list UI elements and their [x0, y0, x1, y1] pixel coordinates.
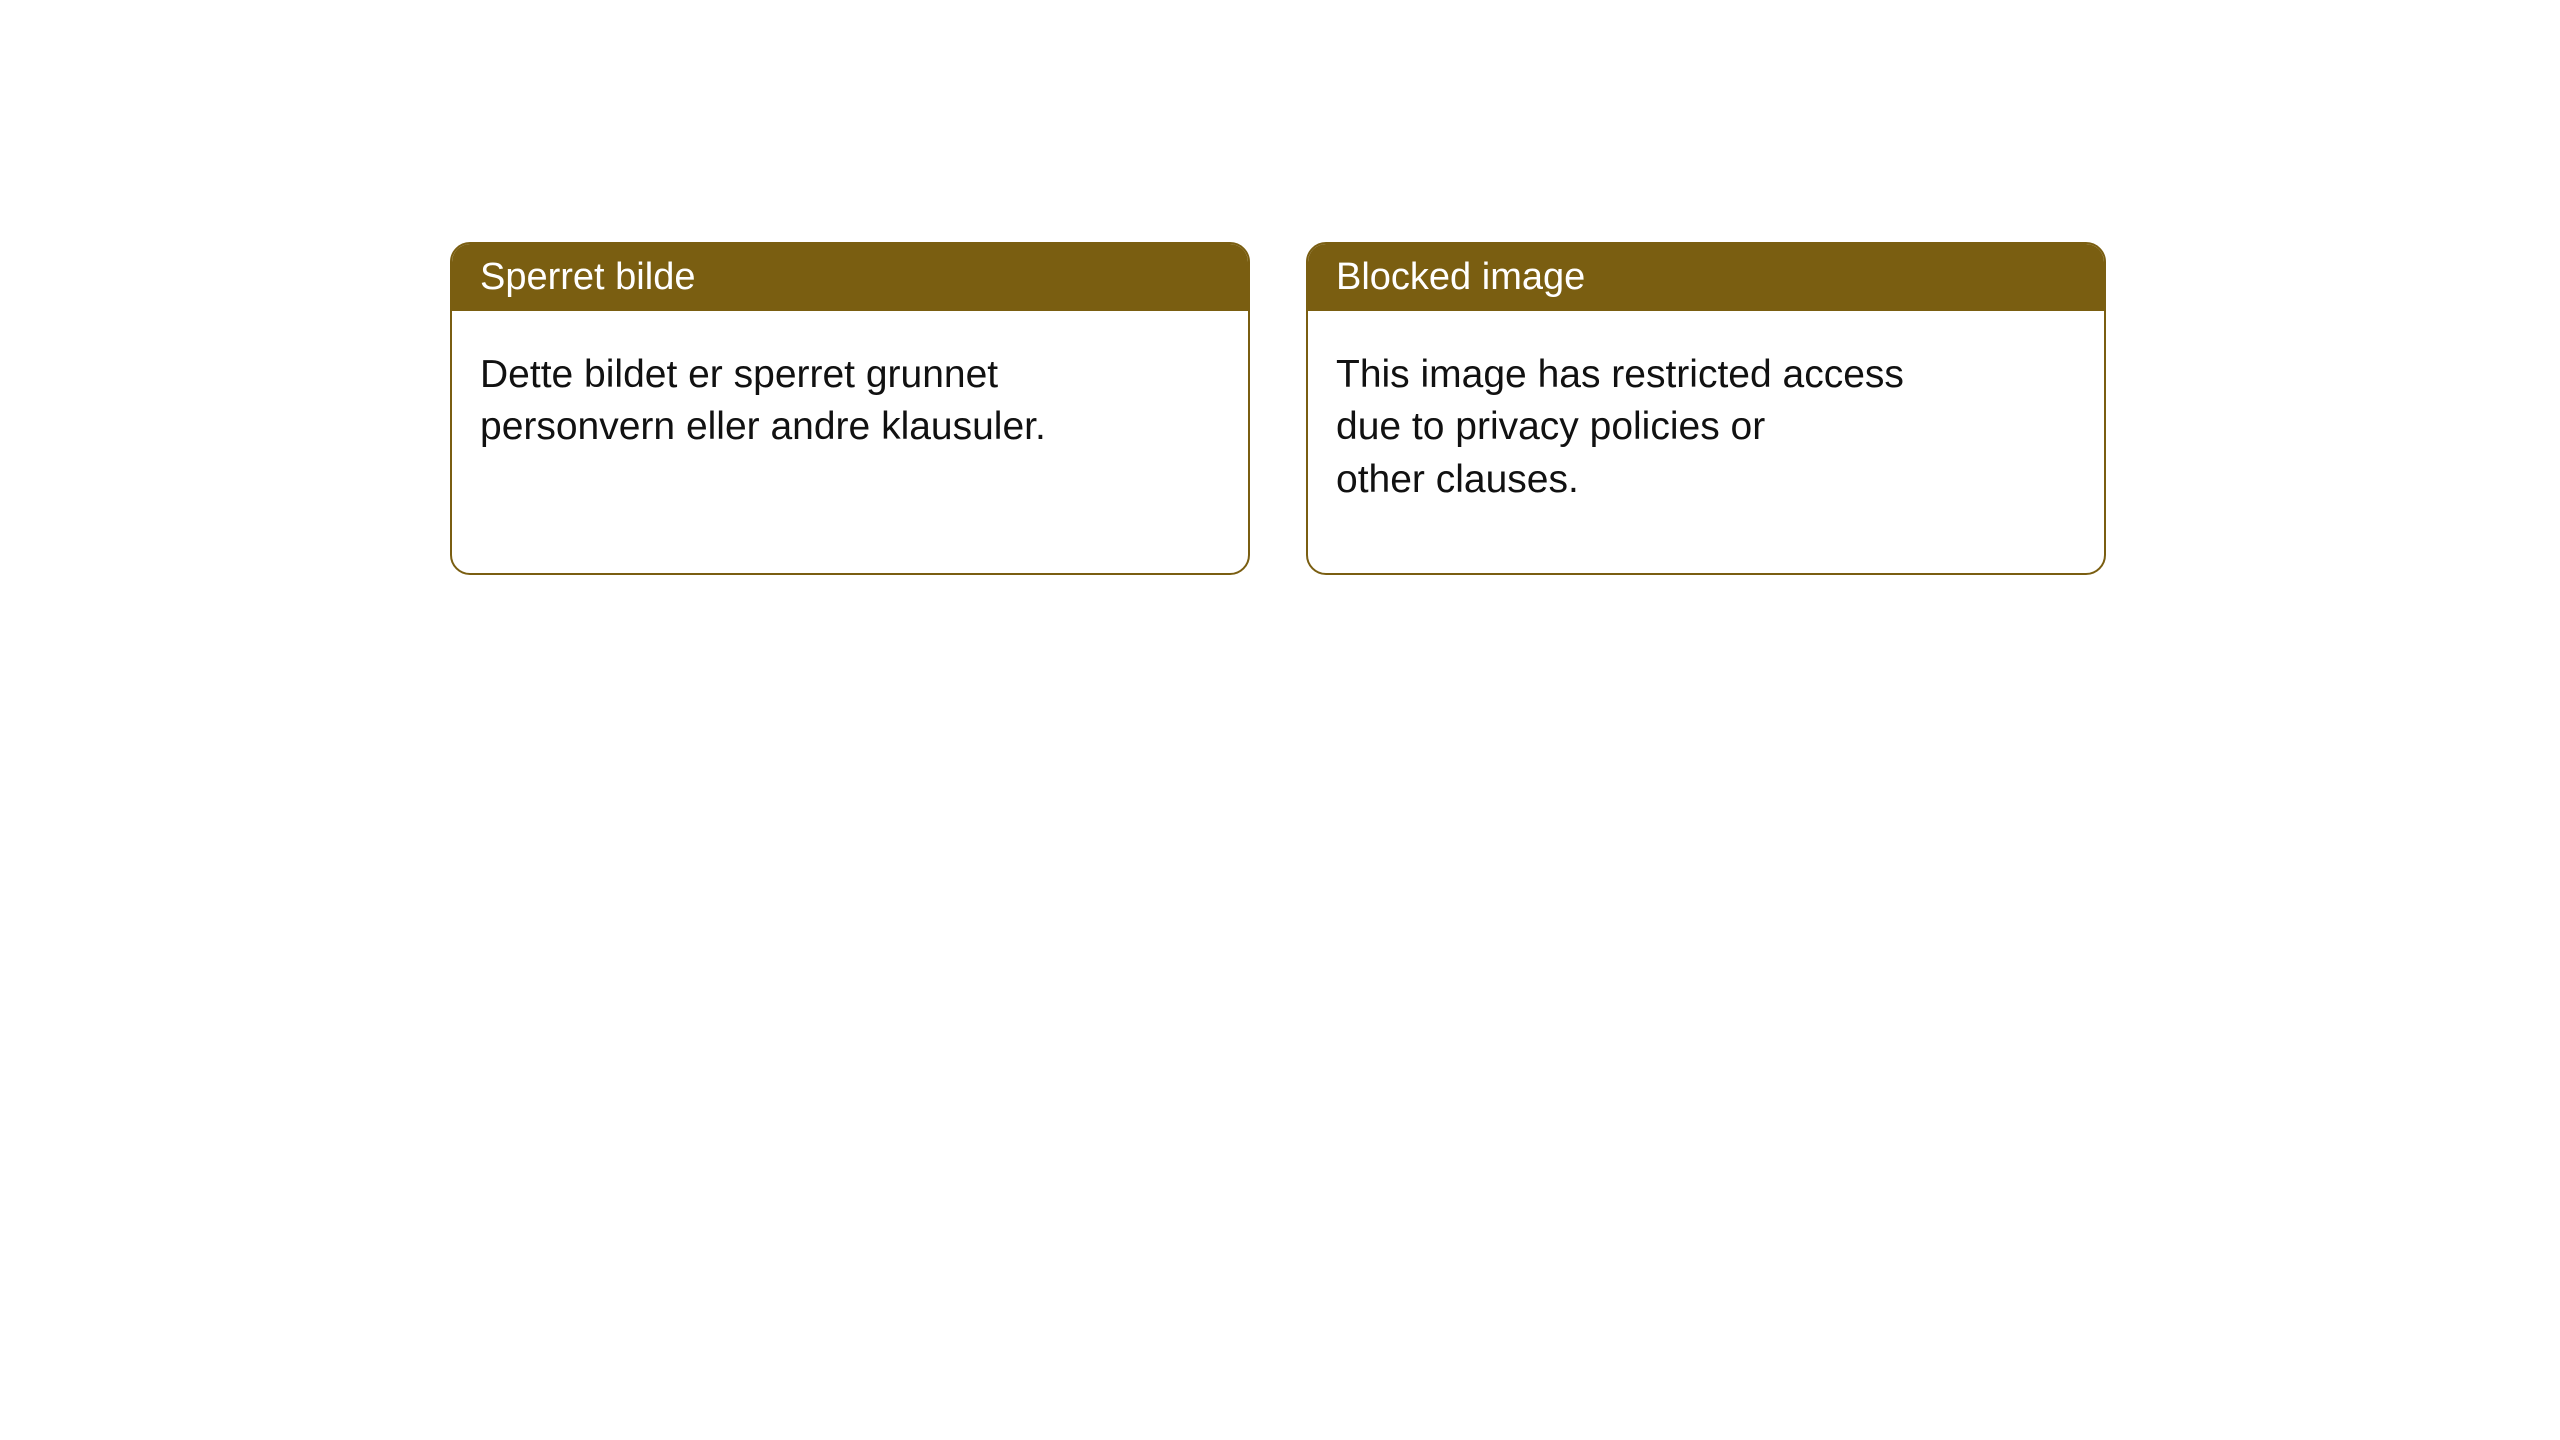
notice-header-no: Sperret bilde: [452, 244, 1248, 311]
notice-body-no: Dette bildet er sperret grunnet personve…: [452, 311, 1248, 492]
notice-body-en: This image has restricted access due to …: [1308, 311, 2104, 544]
notice-card-no: Sperret bilde Dette bildet er sperret gr…: [450, 242, 1250, 575]
notice-card-en: Blocked image This image has restricted …: [1306, 242, 2106, 575]
notice-container: Sperret bilde Dette bildet er sperret gr…: [450, 242, 2106, 575]
notice-header-en: Blocked image: [1308, 244, 2104, 311]
